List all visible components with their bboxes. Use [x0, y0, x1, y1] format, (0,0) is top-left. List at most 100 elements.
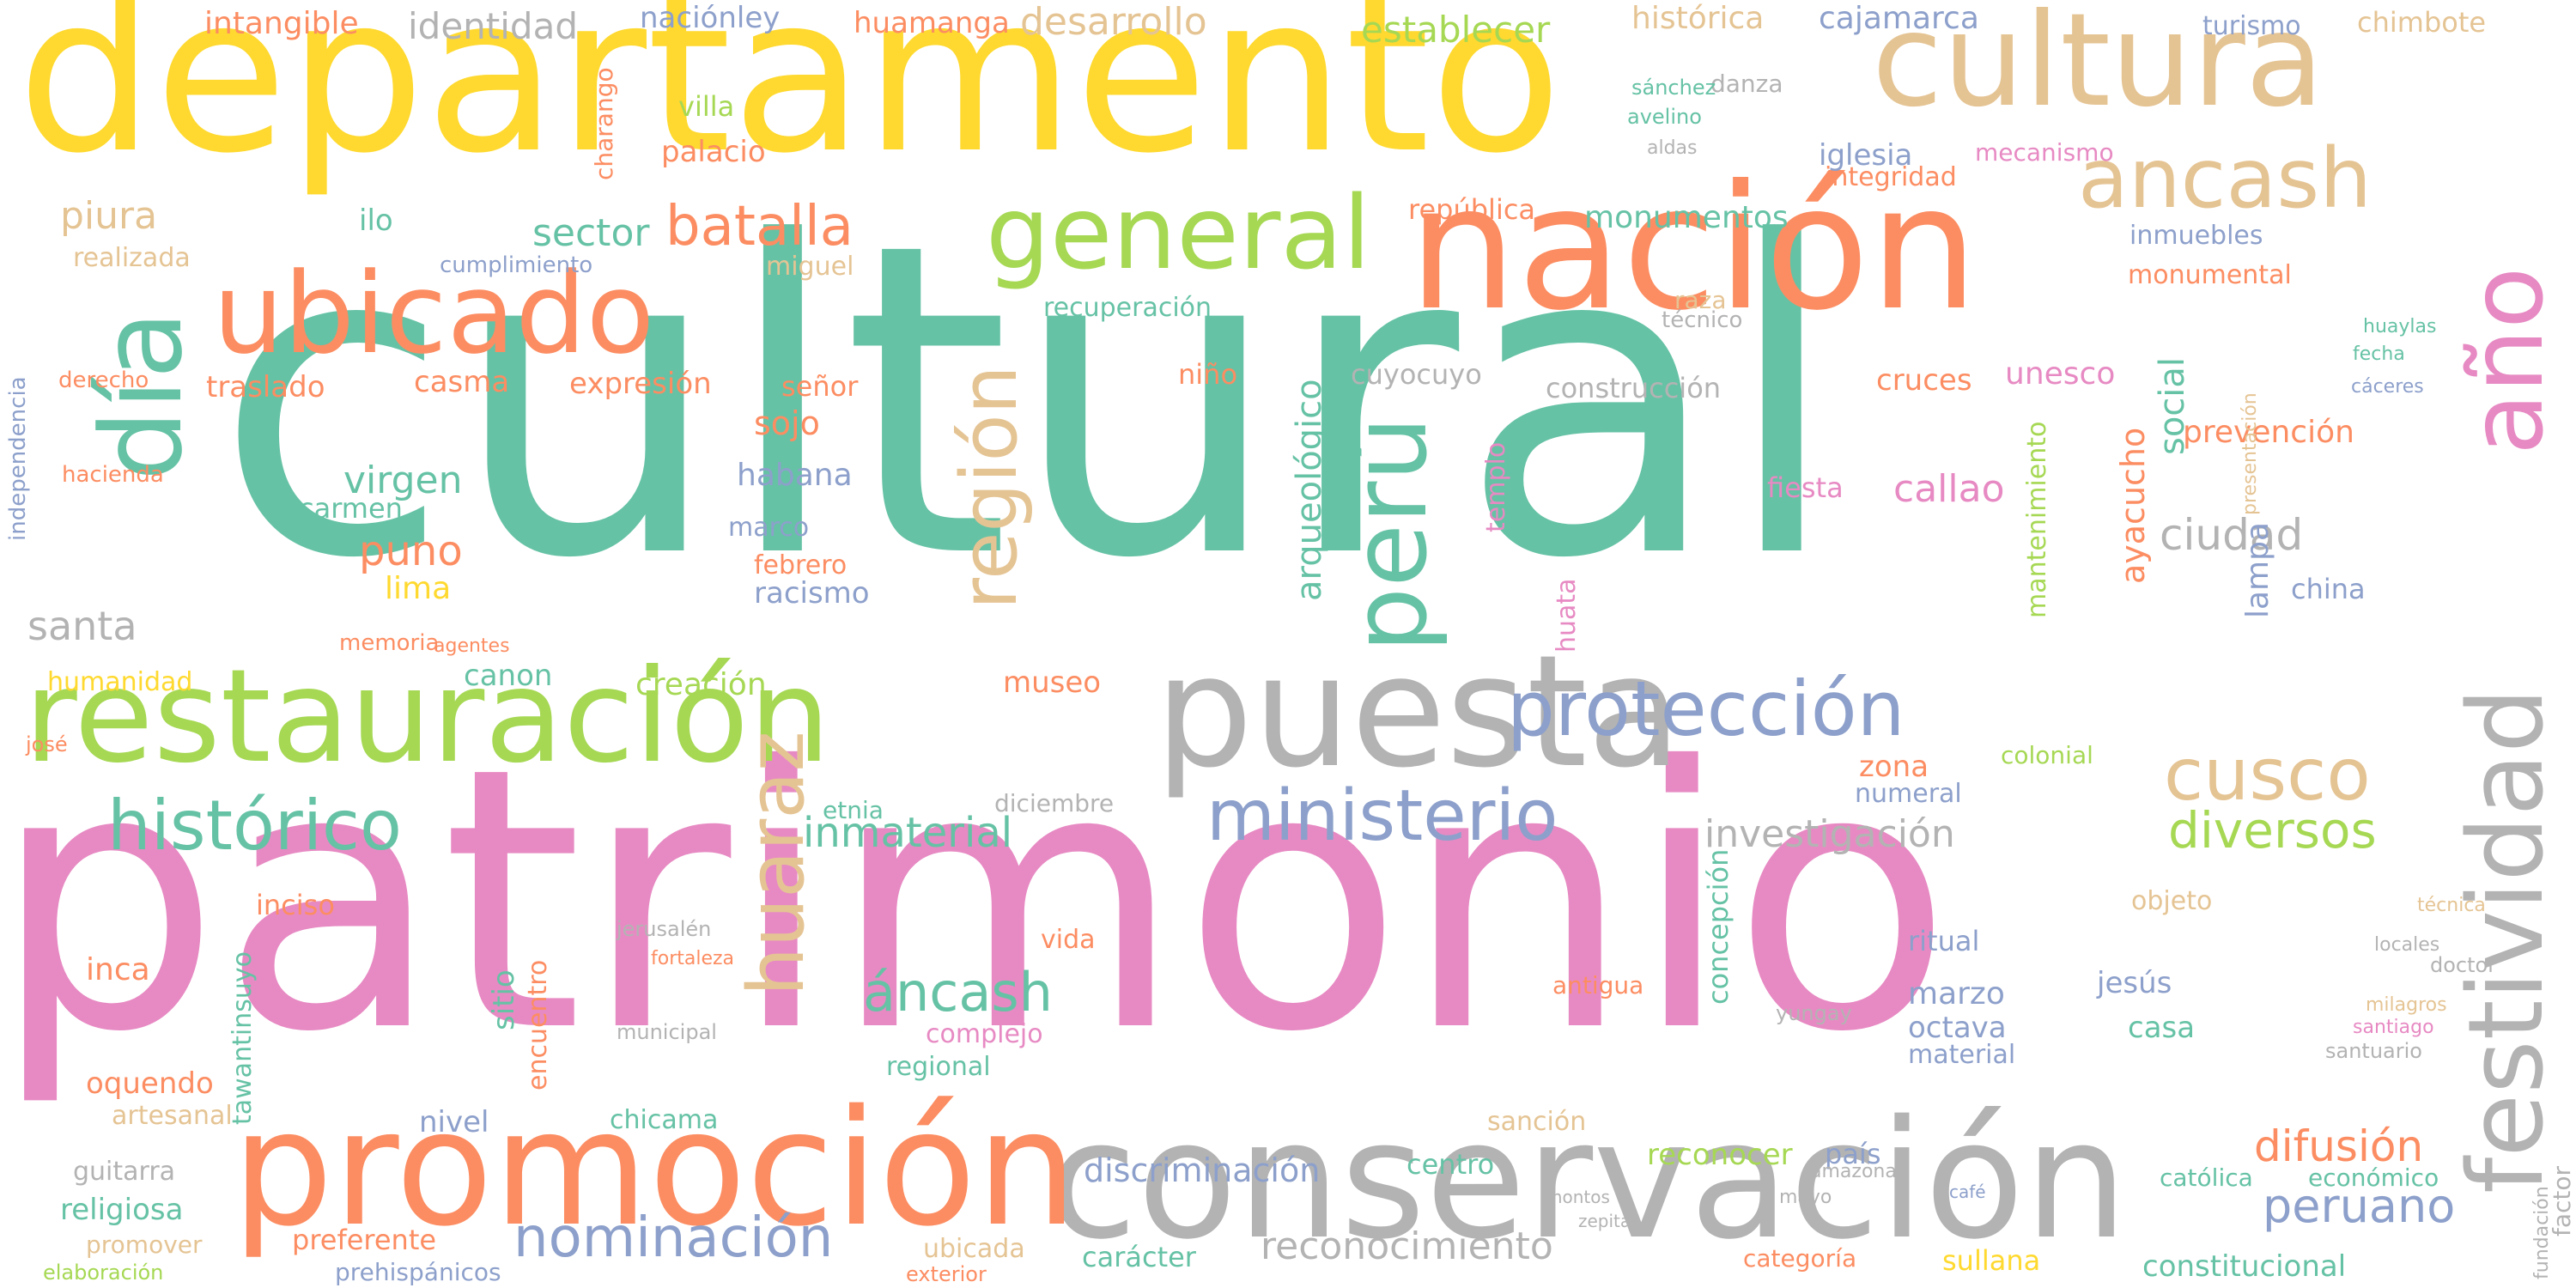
word-senor: señor	[781, 370, 859, 403]
word-agentes: agentes	[434, 635, 510, 657]
word-habana: habana	[737, 458, 853, 493]
word-ilo: ilo	[359, 204, 393, 238]
word-nacion: nación	[1408, 149, 1978, 349]
word-integridad: integridad	[1825, 162, 1957, 192]
word-economico: económico	[2308, 1163, 2439, 1192]
word-canon: canon	[464, 659, 553, 693]
word-intangible: intangible	[204, 6, 359, 41]
word-numeral: numeral	[1855, 779, 1962, 809]
word-tecnica: técnica	[2417, 895, 2486, 916]
word-discriminacion: discriminación	[1084, 1151, 1321, 1189]
word-prehispanicos: prehispánicos	[335, 1258, 501, 1286]
word-huaraz: huaraz	[732, 731, 822, 996]
word-oquendo: oquendo	[86, 1066, 214, 1101]
word-ano: año	[2447, 266, 2566, 455]
word-casma: casma	[414, 365, 510, 399]
word-artesanal: artesanal	[112, 1101, 233, 1131]
word-ubicado: ubicado	[213, 248, 655, 379]
word-proteccion: protección	[1507, 665, 1905, 753]
word-expresion: expresión	[569, 367, 712, 401]
word-guitarra: guitarra	[73, 1157, 176, 1187]
word-jesus: jesús	[2097, 966, 2172, 1000]
word-arqueologico: arqueológico	[1290, 379, 1329, 601]
word-establecer: establecer	[1361, 9, 1551, 51]
word-ministerio: ministerio	[1206, 775, 1558, 857]
word-sitio: sitio	[487, 969, 521, 1030]
word-material: material	[1908, 1040, 2016, 1070]
word-nino: niño	[1178, 358, 1238, 391]
word-ayacucho: ayacucho	[2114, 427, 2152, 584]
word-ubicada: ubicada	[923, 1234, 1025, 1264]
word-fecha: fecha	[2353, 343, 2405, 365]
word-casa: casa	[2128, 1011, 2196, 1045]
word-cafe: café	[1949, 1182, 1986, 1202]
word-china: china	[2291, 573, 2366, 605]
word-factor: factor	[2548, 1165, 2576, 1236]
word-avelino: avelino	[1627, 105, 1702, 129]
word-difusion: difusión	[2254, 1121, 2424, 1171]
word-lima: lima	[385, 571, 452, 606]
word-miguel: miguel	[766, 252, 854, 282]
word-caceres: cáceres	[2351, 376, 2424, 398]
word-puno: puno	[359, 527, 463, 575]
word-sanchez: sánchez	[1631, 76, 1716, 100]
word-festividad: festividad	[2447, 687, 2567, 1194]
word-peruano: peruano	[2263, 1179, 2456, 1233]
word-febrero: febrero	[754, 550, 848, 580]
word-memoria: memoria	[339, 630, 440, 656]
word-sancion: sanción	[1487, 1107, 1587, 1137]
word-complejo: complejo	[926, 1019, 1043, 1049]
word-cusco: cusco	[2164, 732, 2371, 817]
word-monumental: monumental	[2128, 260, 2292, 290]
word-huamanga: huamanga	[854, 6, 1010, 40]
word-catolica: católica	[2160, 1163, 2253, 1192]
word-ritual: ritual	[1908, 925, 1980, 957]
word-republica: república	[1408, 193, 1536, 226]
word-categoria: categoría	[1743, 1244, 1857, 1273]
word-zona: zona	[1859, 750, 1929, 784]
word-promocion: promoción	[232, 1075, 1078, 1261]
word-cultura: cultura	[1872, 0, 2324, 136]
word-inmuebles: inmuebles	[2129, 221, 2263, 251]
word-objeto: objeto	[2131, 886, 2213, 916]
word-milagros: milagros	[2366, 994, 2447, 1016]
word-reconocimiento: reconocimiento	[1261, 1224, 1553, 1268]
word-vida: vida	[1041, 925, 1096, 955]
word-inca: inca	[86, 952, 150, 987]
word-batalla: batalla	[665, 195, 854, 258]
word-investigacion: investigación	[1704, 812, 1955, 856]
word-jerusalen: jerusalén	[617, 917, 712, 941]
word-historica: histórica	[1631, 1, 1765, 36]
word-tecnico: técnico	[1662, 307, 1743, 333]
word-santa: santa	[27, 603, 137, 649]
word-amazonas: amazonas	[1810, 1161, 1907, 1182]
word-tawantinsuyo: tawantinsuyo	[228, 951, 258, 1125]
word-fortaleza: fortaleza	[651, 948, 735, 969]
word-presentacion: presentación	[2239, 392, 2261, 515]
word-antigua: antigua	[1552, 971, 1644, 999]
word-traslado: traslado	[206, 370, 325, 404]
word-cumplimiento: cumplimiento	[440, 252, 593, 278]
word-chicama: chicama	[610, 1105, 719, 1135]
word-diciembre: diciembre	[994, 789, 1115, 817]
word-cultural: cultural	[215, 152, 1842, 652]
word-ciudad: ciudad	[2160, 510, 2304, 560]
word-sojo: sojo	[754, 404, 820, 442]
word-piura: piura	[60, 194, 158, 238]
word-fiesta: fiesta	[1767, 471, 1844, 504]
word-constitucional: constitucional	[2142, 1249, 2347, 1284]
word-yungay: yungay	[1776, 1001, 1852, 1025]
word-mantenimiento: mantenimiento	[2022, 421, 2052, 618]
word-aldas: aldas	[1647, 137, 1698, 159]
word-marco: marco	[728, 513, 810, 543]
word-turismo: turismo	[2202, 11, 2301, 41]
word-construccion: construcción	[1546, 372, 1722, 404]
word-regional: regional	[886, 1052, 991, 1082]
word-pais: país	[1825, 1138, 1881, 1170]
word-nacionley: naciónley	[640, 1, 781, 35]
word-preferente: preferente	[292, 1224, 437, 1256]
word-restauracion: restauración	[24, 642, 831, 792]
word-religiosa: religiosa	[60, 1193, 184, 1227]
word-octava: octava	[1908, 1011, 2007, 1045]
